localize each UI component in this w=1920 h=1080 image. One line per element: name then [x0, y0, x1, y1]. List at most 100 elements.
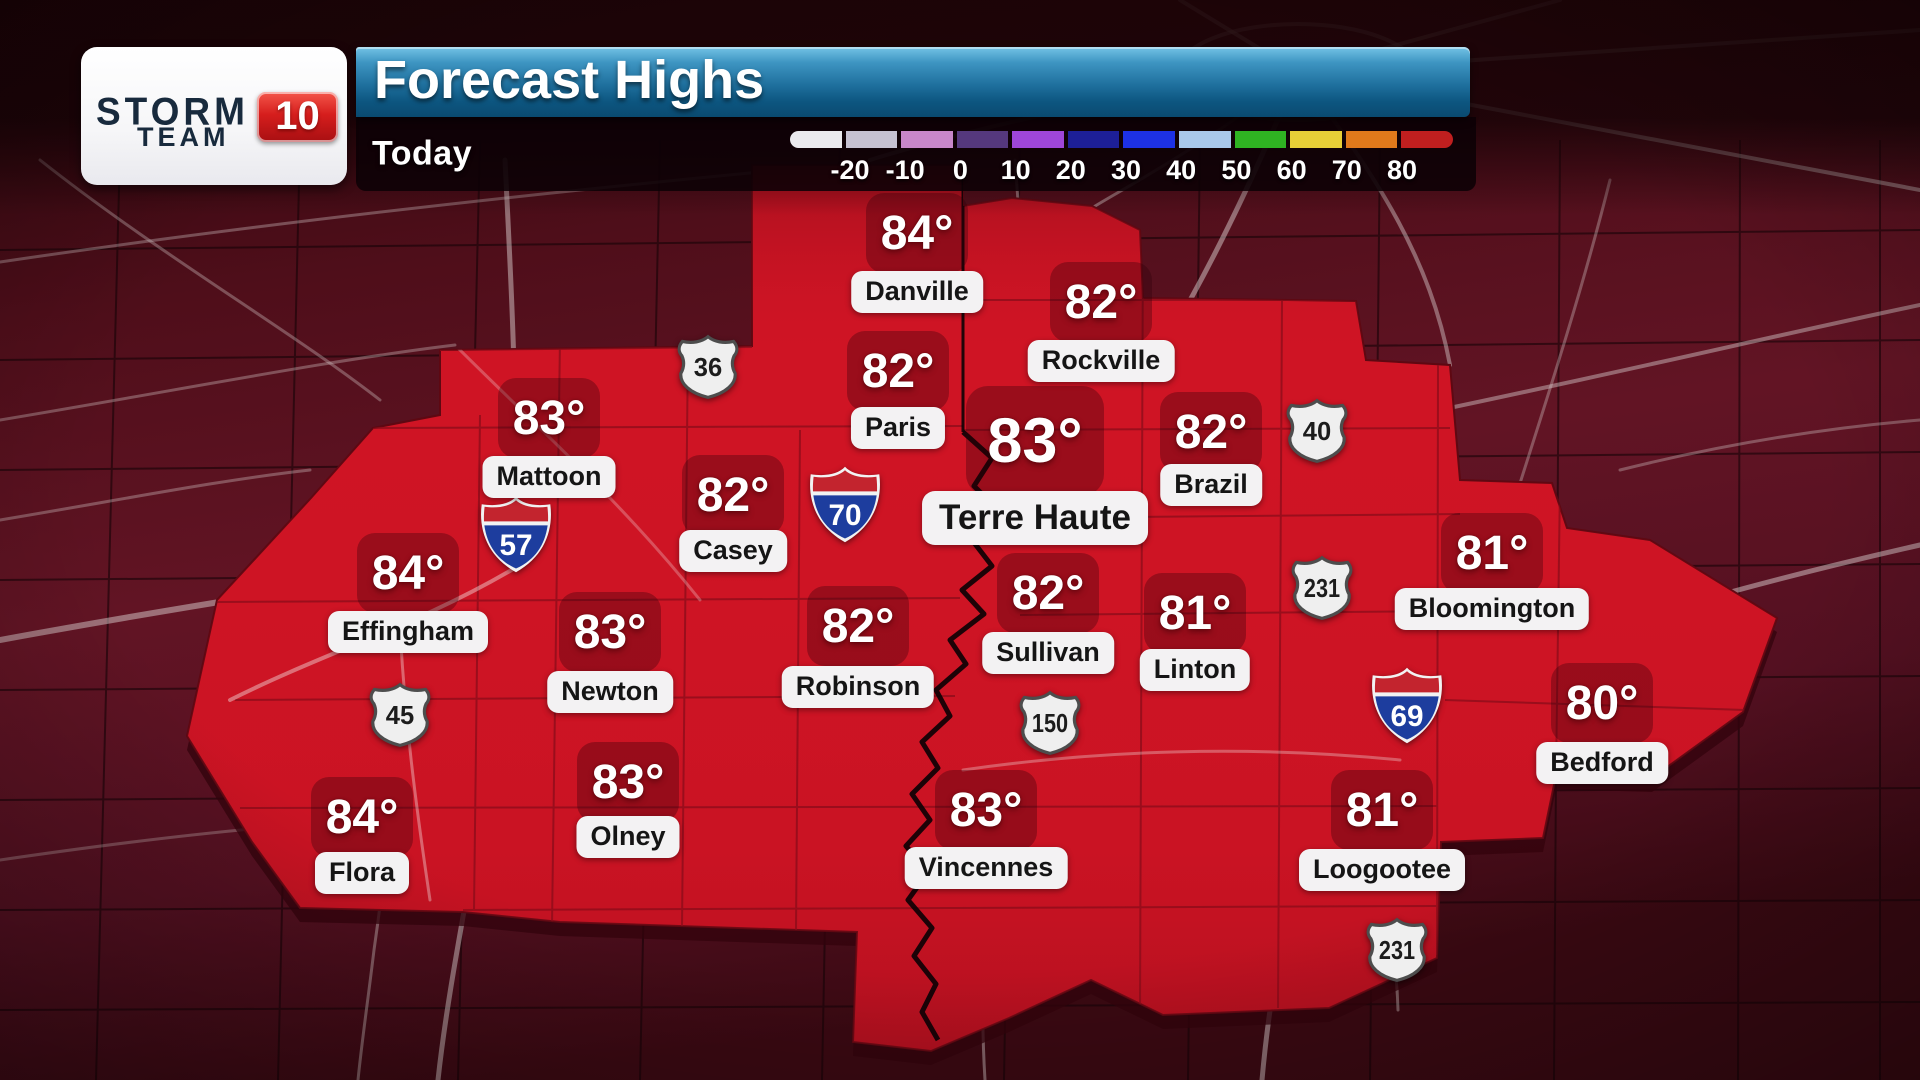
- temp-text: 82°: [1064, 275, 1138, 329]
- scale-segment: [1290, 131, 1342, 148]
- city-label-brazil: Brazil: [1160, 464, 1262, 506]
- interstate-69-shield: 69: [1369, 666, 1445, 751]
- temp-text: 84°: [880, 206, 954, 260]
- svg-text:69: 69: [1390, 700, 1423, 733]
- channel-10-badge: 10: [257, 92, 338, 142]
- city-label-vincennes: Vincennes: [904, 847, 1068, 889]
- temp-value-bedford: 80°: [1551, 663, 1653, 743]
- city-label-loogootee: Loogootee: [1299, 849, 1465, 891]
- temp-value-mattoon: 83°: [498, 378, 600, 458]
- temp-value-danville: 84°: [866, 193, 968, 273]
- temp-value-newton: 83°: [559, 592, 661, 672]
- scale-tick-label: -10: [885, 155, 925, 185]
- temp-value-casey: 82°: [682, 455, 784, 535]
- temp-text: 84°: [371, 546, 445, 600]
- temp-value-bloomington: 81°: [1441, 513, 1543, 593]
- scale-tick-label: 70: [1331, 155, 1362, 185]
- scale-segment: [1401, 131, 1453, 148]
- svg-text:150: 150: [1032, 710, 1068, 738]
- subtitle-today: Today: [372, 134, 473, 173]
- svg-text:70: 70: [828, 499, 861, 532]
- us-40-shield: 40: [1285, 398, 1349, 469]
- city-label-effingham: Effingham: [328, 611, 488, 653]
- city-label-terre-haute: Terre Haute: [922, 491, 1148, 545]
- scale-tick-label: 60: [1276, 155, 1307, 185]
- scale-tick-label: 30: [1110, 155, 1142, 185]
- city-label-mattoon: Mattoon: [482, 456, 616, 498]
- city-label-paris: Paris: [850, 407, 946, 449]
- city-label-rockville: Rockville: [1027, 340, 1175, 382]
- us-150-shield: 150: [1018, 690, 1082, 761]
- city-label-newton: Newton: [547, 671, 673, 713]
- scale-segment: [1067, 131, 1120, 148]
- storm-team-10-logo: STORM TEAM 10: [81, 47, 347, 185]
- us-231-shield: 231: [1290, 555, 1354, 626]
- scale-segment: [1012, 131, 1064, 148]
- city-label-sullivan: Sullivan: [982, 632, 1114, 674]
- temp-value-flora: 84°: [311, 777, 413, 857]
- temp-value-vincennes: 83°: [935, 770, 1037, 850]
- scale-tick-label: 0: [952, 155, 968, 185]
- temp-text: 82°: [1011, 566, 1085, 620]
- city-label-danville: Danville: [851, 271, 983, 313]
- temp-value-rockville: 82°: [1050, 262, 1152, 342]
- svg-text:57: 57: [499, 529, 532, 562]
- temp-text: 83°: [573, 605, 647, 659]
- brand-team: TEAM: [137, 122, 230, 152]
- temp-value-effingham: 84°: [357, 533, 459, 613]
- scale-segment: [845, 131, 898, 148]
- interstate-57-shield: 57: [478, 495, 554, 580]
- svg-text:36: 36: [694, 354, 722, 382]
- city-label-casey: Casey: [679, 530, 787, 572]
- scale-tick-label: -20: [830, 155, 870, 185]
- title-bar: Forecast Highs: [356, 47, 1470, 117]
- scale-segment: [1345, 131, 1398, 148]
- city-label-bedford: Bedford: [1536, 742, 1668, 784]
- us-231-shield: 231: [1365, 917, 1429, 988]
- city-label-bloomington: Bloomington: [1394, 588, 1590, 630]
- temp-value-sullivan: 82°: [997, 553, 1099, 633]
- temp-text: 82°: [821, 599, 895, 653]
- scale-tick-label: 50: [1221, 155, 1252, 185]
- temp-text: 82°: [861, 344, 935, 398]
- temp-text: 81°: [1455, 526, 1529, 580]
- temp-value-brazil: 82°: [1160, 392, 1262, 472]
- temp-value-robinson: 82°: [807, 586, 909, 666]
- scale-segment: [790, 131, 842, 148]
- city-label-olney: Olney: [576, 816, 680, 858]
- svg-text:40: 40: [1303, 418, 1331, 446]
- temp-text: 83°: [987, 406, 1083, 476]
- temp-text: 81°: [1158, 586, 1232, 640]
- scale-tick-label: 80: [1386, 155, 1418, 185]
- scale-segment: [1234, 131, 1287, 148]
- temp-value-terre-haute: 83°: [966, 386, 1104, 496]
- city-label-robinson: Robinson: [781, 666, 935, 708]
- us-45-shield: 45: [368, 682, 432, 753]
- scale-tick-label: 10: [1000, 155, 1031, 185]
- header-strip: Today: [356, 117, 1476, 191]
- temperature-scale-bar: [790, 131, 1453, 148]
- temp-text: 80°: [1565, 676, 1639, 730]
- us-36-shield: 36: [676, 334, 740, 405]
- scale-tick-label: 40: [1166, 155, 1197, 185]
- temperature-scale: -20 -10 0 10 20 30 40 50 60 70 80: [790, 131, 1453, 189]
- temp-value-paris: 82°: [847, 331, 949, 411]
- scale-segment: [956, 131, 1009, 148]
- temp-text: 81°: [1345, 783, 1419, 837]
- temp-text: 83°: [512, 391, 586, 445]
- svg-text:45: 45: [386, 702, 414, 730]
- temp-text: 83°: [591, 755, 665, 809]
- svg-text:231: 231: [1379, 937, 1415, 965]
- svg-text:231: 231: [1304, 575, 1340, 603]
- temp-text: 82°: [1174, 405, 1248, 459]
- scale-segment: [901, 131, 953, 148]
- temperature-scale-ticks: -20 -10 0 10 20 30 40 50 60 70 80: [790, 155, 1453, 185]
- city-label-flora: Flora: [314, 852, 410, 894]
- scale-segment: [1123, 131, 1176, 148]
- city-label-linton: Linton: [1139, 649, 1251, 691]
- interstate-70-shield: 70: [807, 465, 883, 550]
- page-title: Forecast Highs: [374, 50, 765, 111]
- temp-value-olney: 83°: [577, 742, 679, 822]
